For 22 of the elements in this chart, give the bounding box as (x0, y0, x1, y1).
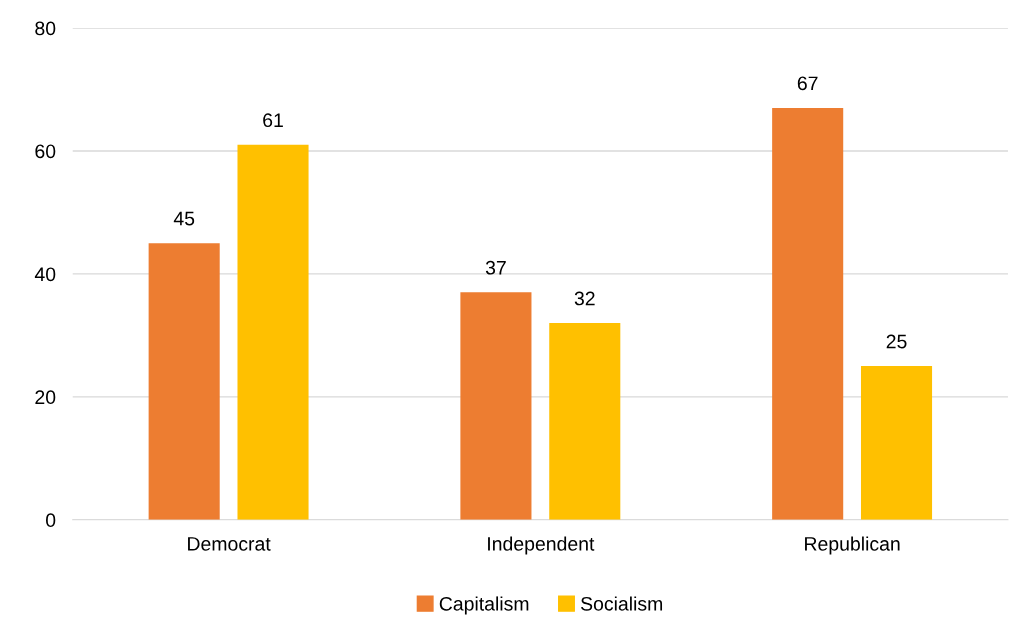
y-tick-label: 20 (35, 390, 56, 405)
y-tick-label: 60 (35, 144, 56, 159)
legend-label: Socialism (580, 596, 663, 611)
data-label: 37 (485, 260, 506, 275)
data-label: 61 (263, 113, 283, 128)
legend-label: Capitalism (439, 596, 529, 615)
y-tick-label: 80 (35, 21, 56, 36)
y-tick-label: 0 (46, 513, 56, 528)
x-tick-label: Republican (805, 536, 900, 555)
data-label: 32 (574, 291, 595, 306)
bar (549, 323, 621, 520)
bar (860, 366, 933, 520)
data-label: 25 (886, 334, 907, 349)
bar (237, 144, 309, 520)
bar (772, 107, 844, 520)
y-tick-label: 40 (34, 267, 56, 282)
x-tick-label: Democrat (188, 537, 271, 551)
bar (460, 292, 532, 520)
bar (148, 243, 220, 520)
data-label: 67 (797, 76, 818, 91)
data-label: 45 (173, 211, 195, 226)
x-tick-label: Independent (488, 536, 595, 555)
